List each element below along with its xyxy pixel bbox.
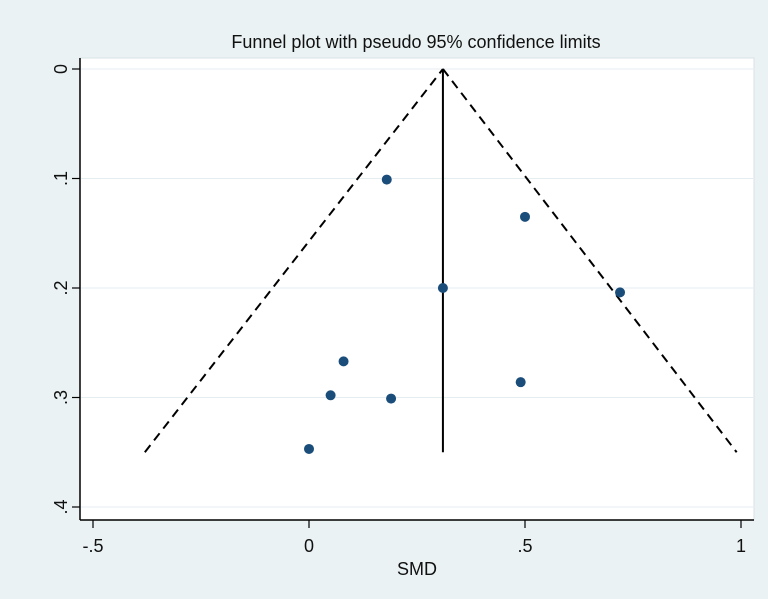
- x-axis-title: SMD: [397, 559, 437, 579]
- study-point-0: [381, 174, 392, 185]
- y-tick-label-4: .4: [51, 499, 71, 514]
- study-point-7: [386, 393, 397, 404]
- funnel-layer: [144, 68, 738, 453]
- study-point-3: [615, 287, 626, 298]
- study-point-8: [304, 443, 314, 454]
- axis-layer: -.5 0 .5 1 0 .1 .2 .3 .4: [51, 58, 754, 556]
- x-tick-label-2: .5: [517, 536, 532, 556]
- x-tick-label-1: 0: [304, 536, 314, 556]
- study-point-5: [515, 377, 526, 388]
- point-layer: [304, 174, 626, 454]
- x-tick-label-3: 1: [736, 536, 746, 556]
- y-tick-label-2: .2: [51, 280, 71, 295]
- plot-area: [79, 57, 755, 521]
- y-tick-label-0: 0: [51, 64, 71, 74]
- y-tick-label-3: .3: [51, 390, 71, 405]
- grid-layer: [81, 68, 753, 508]
- left-confidence-limit-line: [144, 68, 444, 453]
- study-point-2: [437, 283, 448, 293]
- x-tick-label-0: -.5: [82, 536, 103, 556]
- y-tick-label-1: .1: [51, 171, 71, 186]
- study-point-6: [325, 390, 336, 401]
- right-confidence-limit-line: [442, 68, 738, 453]
- study-point-4: [338, 356, 349, 367]
- chart-title: Funnel plot with pseudo 95% confidence l…: [231, 32, 600, 52]
- study-point-1: [520, 211, 530, 222]
